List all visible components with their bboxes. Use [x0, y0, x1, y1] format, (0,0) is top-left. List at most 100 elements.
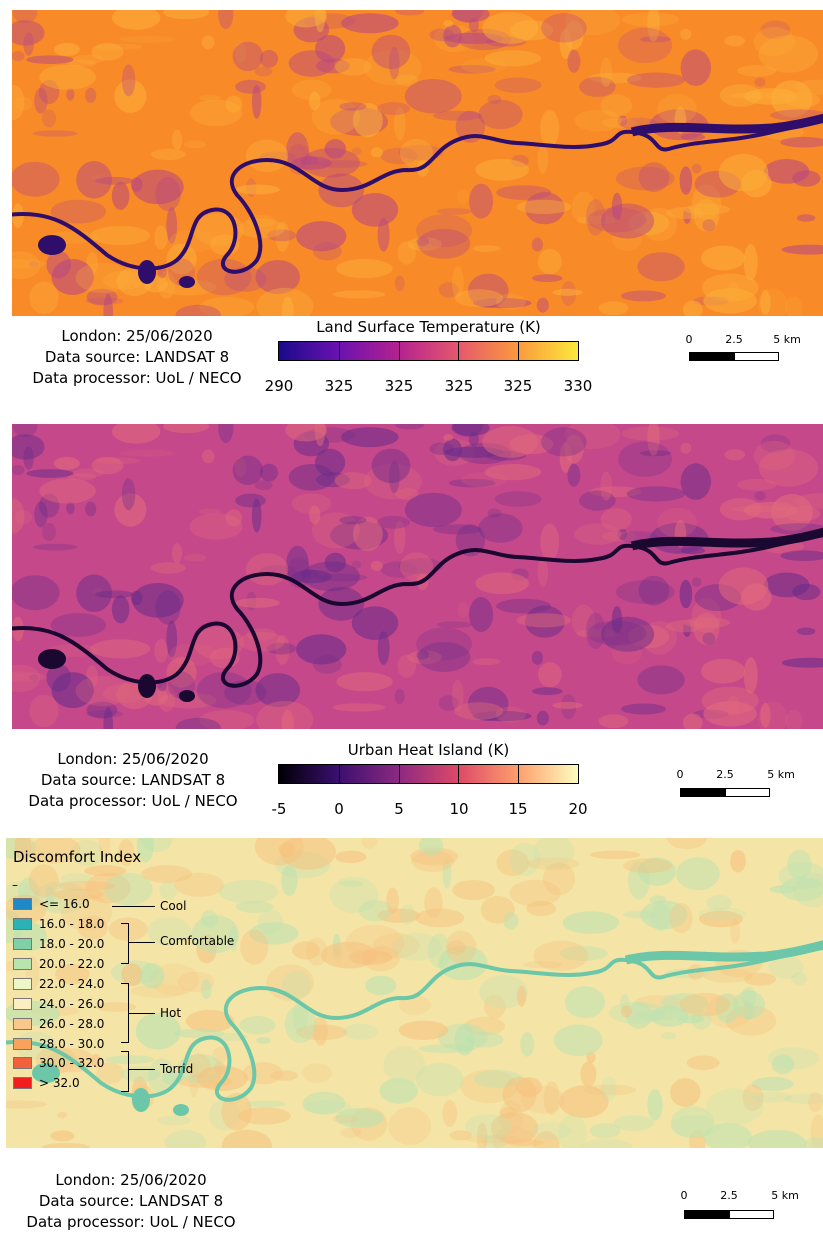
caption-data-processor: Data processor: UoL / NECO — [0, 1212, 262, 1233]
legend-item: 22.0 - 24.0 — [13, 977, 104, 991]
legend-label: 26.0 - 28.0 — [39, 1017, 104, 1031]
caption-data-processor: Data processor: UoL / NECO — [2, 791, 264, 812]
reservoir — [138, 674, 156, 698]
colorbar-tick — [399, 342, 400, 360]
lst-caption: London: 25/06/2020 Data source: LANDSAT … — [8, 326, 266, 389]
bracket-line — [112, 906, 155, 907]
legend-swatch — [13, 918, 32, 930]
lst-tick-label: 325 — [385, 377, 414, 395]
bracket-line — [121, 963, 129, 964]
colorbar-tick — [399, 765, 400, 783]
legend-marker: – — [12, 878, 18, 892]
discomfort-legend-title: Discomfort Index — [13, 848, 141, 866]
uhi-tick-label: 10 — [449, 800, 468, 818]
lst-tick-label: 325 — [504, 377, 533, 395]
lst-tick-label: 330 — [564, 377, 593, 395]
legend-swatch — [13, 1077, 32, 1089]
reservoir — [138, 260, 156, 284]
caption-data-source: Data source: LANDSAT 8 — [0, 1191, 262, 1212]
lst-tick-label: 325 — [445, 377, 474, 395]
scale-label: 0 — [686, 333, 693, 346]
scale-segment-filled — [689, 352, 734, 361]
legend-item: 28.0 - 30.0 — [13, 1037, 104, 1051]
colorbar-tick — [458, 765, 459, 783]
caption-data-source: Data source: LANDSAT 8 — [2, 770, 264, 791]
bracket-line — [121, 1091, 129, 1092]
legend-label: 24.0 - 26.0 — [39, 997, 104, 1011]
legend-swatch — [13, 1057, 32, 1069]
legend-label: 28.0 - 30.0 — [39, 1037, 104, 1051]
reservoir — [173, 1104, 189, 1116]
lst-colorbar — [278, 341, 579, 361]
legend-swatch — [13, 1038, 32, 1050]
scale-label: 0 — [681, 1189, 688, 1202]
legend-group-comfortable: Comfortable — [160, 934, 234, 948]
colorbar-tick — [339, 765, 340, 783]
discomfort-caption: London: 25/06/2020 Data source: LANDSAT … — [0, 1170, 262, 1233]
legend-group-cool: Cool — [160, 899, 186, 913]
bracket-line — [128, 1069, 155, 1070]
uhi-tick-label: -5 — [272, 800, 287, 818]
uhi-map — [12, 424, 823, 729]
caption-data-source: Data source: LANDSAT 8 — [8, 347, 266, 368]
lst-map — [12, 10, 823, 316]
legend-item: 26.0 - 28.0 — [13, 1017, 104, 1031]
legend-label: 30.0 - 32.0 — [39, 1056, 104, 1070]
legend-item: 18.0 - 20.0 — [13, 937, 104, 951]
uhi-tick-label: 5 — [394, 800, 404, 818]
bracket-line — [121, 1042, 129, 1043]
scale-segment-filled — [680, 788, 725, 797]
legend-item: 16.0 - 18.0 — [13, 917, 104, 931]
scale-segment-empty — [729, 1210, 774, 1219]
legend-label: 20.0 - 22.0 — [39, 957, 104, 971]
legend-swatch — [13, 898, 32, 910]
uhi-tick-label: 20 — [568, 800, 587, 818]
legend-label: 22.0 - 24.0 — [39, 977, 104, 991]
reservoir — [38, 649, 66, 669]
uhi-colorbar — [278, 764, 579, 784]
legend-swatch — [13, 998, 32, 1010]
uhi-caption: London: 25/06/2020 Data source: LANDSAT … — [2, 749, 264, 812]
scale-label: 5 km — [767, 768, 795, 781]
caption-data-processor: Data processor: UoL / NECO — [8, 368, 266, 389]
scale-label: 2.5 — [725, 333, 743, 346]
bracket-line — [128, 942, 155, 943]
caption-location-date: London: 25/06/2020 — [0, 1170, 262, 1191]
legend-swatch — [13, 958, 32, 970]
legend-item: > 32.0 — [13, 1076, 80, 1090]
legend-label: 18.0 - 20.0 — [39, 937, 104, 951]
legend-item: 24.0 - 26.0 — [13, 997, 104, 1011]
legend-label: <= 16.0 — [39, 897, 90, 911]
colorbar-tick — [339, 342, 340, 360]
scale-label: 2.5 — [720, 1189, 738, 1202]
colorbar-tick — [518, 765, 519, 783]
caption-location-date: London: 25/06/2020 — [2, 749, 264, 770]
scale-segment-empty — [725, 788, 770, 797]
legend-item: <= 16.0 — [13, 897, 90, 911]
bracket-line — [128, 1051, 129, 1092]
scale-segment-empty — [734, 352, 779, 361]
scale-label: 2.5 — [716, 768, 734, 781]
legend-swatch — [13, 978, 32, 990]
scale-label: 5 km — [771, 1189, 799, 1202]
lst-colorbar-title: Land Surface Temperature (K) — [278, 318, 579, 336]
lst-tick-label: 290 — [265, 377, 294, 395]
legend-group-torrid: Torrid — [160, 1062, 193, 1076]
legend-group-hot: Hot — [160, 1006, 181, 1020]
scale-segment-filled — [684, 1210, 729, 1219]
colorbar-tick — [458, 342, 459, 360]
raster-image — [12, 10, 823, 316]
uhi-tick-label: 0 — [334, 800, 344, 818]
legend-swatch — [13, 1018, 32, 1030]
bracket-line — [128, 1013, 155, 1014]
reservoir — [179, 690, 195, 702]
legend-item: 30.0 - 32.0 — [13, 1056, 104, 1070]
uhi-colorbar-title: Urban Heat Island (K) — [278, 741, 579, 759]
legend-item: 20.0 - 22.0 — [13, 957, 104, 971]
legend-label: 16.0 - 18.0 — [39, 917, 104, 931]
legend-swatch — [13, 938, 32, 950]
colorbar-tick — [518, 342, 519, 360]
lst-tick-label: 325 — [325, 377, 354, 395]
scale-label: 5 km — [773, 333, 801, 346]
reservoir — [38, 235, 66, 255]
